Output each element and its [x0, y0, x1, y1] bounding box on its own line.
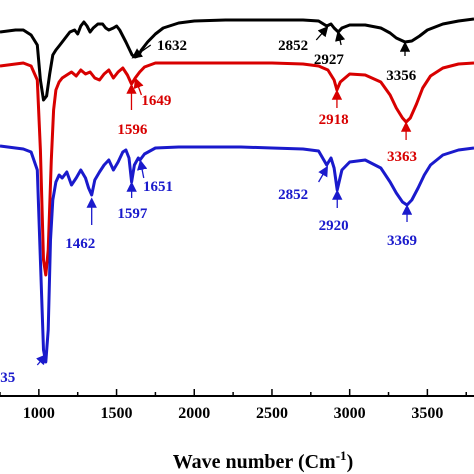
peak-label: 2852 [278, 38, 308, 54]
x-tick-label: 2500 [256, 405, 288, 422]
peak-label: 1632 [157, 38, 187, 54]
x-axis-title-close: ) [347, 451, 354, 473]
annotation-arrow [133, 77, 144, 96]
peak-label: 3363 [387, 149, 417, 165]
series-layer [0, 17, 474, 364]
peak-label: 1649 [141, 93, 171, 109]
peak-label: 3369 [387, 233, 417, 249]
x-axis-title-main: Wave number (Cm [173, 451, 336, 473]
peak-label: 2927 [314, 52, 345, 68]
annotation-arrow [335, 30, 346, 46]
series-line-3 [0, 144, 474, 364]
annotation-arrow [315, 26, 329, 41]
peak-label: 2918 [319, 112, 349, 128]
annotation-arrow [36, 354, 47, 366]
annotation-arrow [131, 44, 152, 59]
x-tick-label: 1500 [101, 405, 133, 422]
peak-label: 1651 [143, 179, 173, 195]
annotation-layer: 1632 2852 2927 3356 1649 1596 2918 3363 1651 1597… [0, 26, 417, 386]
series-line-1 [0, 17, 474, 102]
annotation-arrow [318, 165, 328, 183]
peak-label: 35 [0, 370, 15, 386]
peak-label: 1462 [65, 236, 95, 252]
series-line-2 [0, 61, 474, 277]
x-axis-title-sup: -1 [336, 448, 347, 463]
x-tick-label: 3500 [411, 405, 443, 422]
peak-label: 1596 [117, 122, 148, 138]
x-tick-label: 3000 [334, 405, 366, 422]
x-tick-label: 1000 [23, 405, 55, 422]
x-axis-title: Wave number (Cm-1) [173, 448, 353, 473]
peak-label: 1597 [117, 206, 148, 222]
peak-label: 2852 [278, 187, 308, 203]
annotation-arrow [137, 159, 148, 179]
peak-label: 2920 [319, 218, 349, 234]
peak-label: 3356 [386, 68, 417, 84]
x-axis: 1000 1500 2000 2500 3000 3500 [0, 389, 474, 422]
x-tick-label: 2000 [178, 405, 210, 422]
